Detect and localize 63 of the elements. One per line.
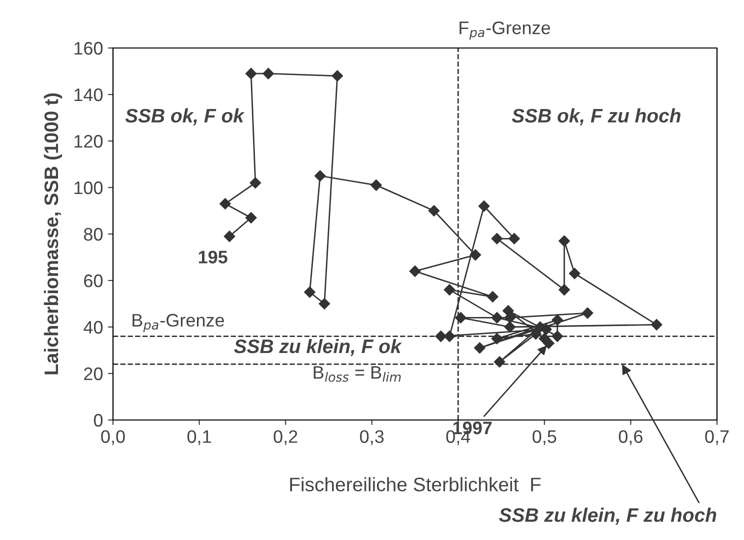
point [304,286,316,298]
x-tick-label: 0,7 [705,430,729,446]
point [543,338,554,349]
x-tick-label: 0,2 [274,430,298,446]
point [332,70,343,82]
point [245,68,257,80]
annotation: 195 [198,250,228,264]
point [245,212,257,224]
y-axis-title: Laicherbiomasse, SSB (1000 t) [44,93,62,374]
y-tick-label: 100 [74,181,103,194]
annotation: SSB zu klein, F ok [234,338,402,356]
point [262,68,274,80]
y-tick-label: 160 [74,42,103,55]
point [491,233,503,244]
point [502,305,514,316]
point [220,198,231,210]
ref-line-label: B$_{loss}$ = B$_{lim}$ [314,366,401,382]
x-tick-label: 0,5 [532,430,556,446]
point [455,312,466,324]
y-tick-label: 40 [84,320,103,334]
point [558,284,570,296]
point [569,268,580,280]
y-tick-label: 60 [84,274,103,288]
point [318,298,330,310]
point [504,321,516,333]
point [491,312,503,324]
x-axis-title: Fischereiliche Sterblichkeit F [290,477,541,492]
ref-line-label: B$_{pa}$-Grenze [132,314,224,332]
point [650,319,662,330]
y-tick-label: 0 [94,414,103,427]
y-tick-label: 140 [74,88,103,102]
annotation: SSB ok, F zu hoch [512,108,680,126]
point [470,249,482,261]
ref-line-label: F$_{pa}$-Grenze [460,21,550,40]
point [494,356,506,368]
point [508,233,520,244]
point [558,235,570,247]
point [435,330,446,342]
y-tick-label: 20 [84,367,103,380]
y-tick-label: 80 [84,228,103,241]
x-tick-label: 0,0 [101,430,125,446]
point [224,230,236,242]
point [314,170,326,182]
x-tick-label: 0,3 [360,430,384,446]
annotation: SSB ok, F ok [125,108,245,126]
point [478,200,490,212]
point [250,177,261,188]
point [487,291,498,302]
point [582,307,594,319]
point [370,180,382,191]
point [491,333,503,344]
annotation: SSB zu klein, F zu hoch [499,508,716,525]
point [428,205,440,216]
point [552,330,563,342]
y-tick-label: 120 [74,134,103,148]
point [444,330,456,342]
x-tick-label: 0,1 [187,430,211,446]
point [534,321,546,333]
x-tick-label: 0,6 [618,430,642,446]
point [444,284,456,296]
point [474,342,486,354]
point [409,266,421,277]
point [552,314,563,326]
